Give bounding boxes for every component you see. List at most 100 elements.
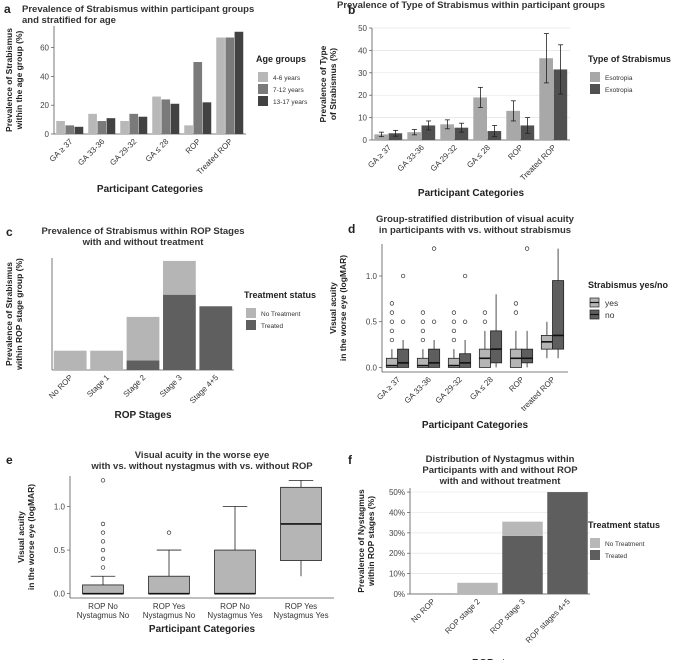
- panel-letter: c: [6, 225, 13, 239]
- bar-segment: [199, 306, 233, 370]
- legend-swatch: [590, 550, 600, 560]
- legend-swatch: [246, 320, 256, 330]
- outlier-point: [100, 539, 106, 544]
- y-tick-label: 0: [45, 130, 50, 139]
- bar-segment: [53, 350, 87, 370]
- x-tick-label: GA 29-32: [434, 375, 465, 406]
- bar-segment: [163, 260, 196, 295]
- x-tick-label: Stage 1: [85, 373, 111, 399]
- outlier-point: [462, 273, 468, 279]
- chart-title: and stratified for age: [22, 15, 116, 26]
- bar: [440, 124, 454, 140]
- outlier-point: [513, 310, 519, 315]
- outlier-point: [100, 565, 106, 570]
- x-tick-label: Stage 3: [158, 373, 184, 399]
- legend-title: Treatment status: [244, 290, 316, 300]
- bar: [473, 97, 487, 140]
- legend-label: Esotropia: [605, 75, 633, 82]
- y-tick-label: 0.5: [366, 318, 378, 327]
- chart-title: with and without treatment: [82, 237, 205, 248]
- bar-segment: [502, 535, 543, 594]
- bar: [225, 37, 235, 134]
- y-axis-label: Prevalence of Type: [318, 45, 328, 122]
- x-tick-label: Stage 4+5: [188, 373, 221, 406]
- outlier-point: [389, 328, 395, 334]
- box: [148, 575, 190, 595]
- outlier-point: [100, 478, 106, 483]
- box: [214, 549, 256, 595]
- box: [397, 348, 410, 368]
- outlier-point: [400, 319, 406, 324]
- x-tick-label: ROP: [507, 375, 526, 394]
- chart-title: Prevalence of Strabismus within particip…: [22, 4, 254, 15]
- y-tick-label: 10: [358, 114, 367, 123]
- legend-swatch: [590, 538, 600, 548]
- box: [82, 584, 124, 595]
- bar-segment: [126, 316, 160, 361]
- chart-title: with vs. without nystagmus with vs. with…: [90, 461, 313, 472]
- outlier-point: [451, 328, 457, 334]
- bar: [120, 121, 129, 134]
- y-tick-label: 40: [358, 46, 367, 55]
- chart-title: with and without treatment: [439, 476, 562, 487]
- y-tick-label: 60: [40, 44, 49, 53]
- y-tick-label: 50%: [389, 488, 405, 497]
- x-tick-label: ROP Yes: [285, 602, 317, 611]
- box: [490, 330, 503, 364]
- outlier-point: [100, 530, 106, 535]
- outlier-point: [100, 521, 106, 527]
- bar: [88, 113, 97, 134]
- bar: [97, 121, 107, 134]
- x-axis-label: Participant Categories: [422, 420, 529, 431]
- x-tick-label: GA ≥ 37: [366, 143, 393, 170]
- bar: [106, 118, 116, 134]
- legend-label: No Treatment: [261, 311, 301, 318]
- panel-c: c Prevalence of Strabismus within ROP Sta…: [4, 225, 316, 421]
- bar: [374, 134, 388, 140]
- bar: [421, 125, 436, 140]
- legend-label: no: [605, 310, 615, 320]
- legend-title: Strabismus yes/no: [588, 280, 669, 290]
- bar: [74, 126, 84, 134]
- box: [459, 353, 472, 368]
- outlier-point: [451, 310, 457, 315]
- legend-label: 7-12 years: [273, 87, 304, 94]
- chart-title: Group-stratified distribution of visual …: [376, 214, 575, 225]
- x-axis-label: ROP stages: [472, 658, 528, 660]
- x-tick-label: ROP No: [88, 602, 118, 611]
- outlier-point: [420, 337, 426, 343]
- legend-label: 13-17 years: [273, 99, 308, 106]
- bar: [202, 102, 212, 134]
- x-tick-label: GA ≤ 28: [465, 143, 492, 170]
- x-tick-label: ROP No: [220, 602, 250, 611]
- y-axis-label: of Strabismus (%): [328, 48, 338, 120]
- x-tick-label: ROP stages 4+5: [524, 597, 572, 645]
- outlier-point: [389, 337, 395, 343]
- outlier-point: [451, 337, 457, 343]
- y-tick-label: 40%: [389, 508, 405, 517]
- outlier-point: [166, 530, 172, 535]
- outlier-point: [389, 301, 395, 306]
- legend-label: Treated: [605, 553, 628, 560]
- bar: [161, 99, 171, 134]
- outlier-point: [451, 319, 457, 324]
- outlier-point: [400, 273, 406, 279]
- bar: [184, 125, 193, 134]
- y-tick-label: 0.0: [54, 590, 66, 599]
- y-tick-label: 0%: [393, 590, 405, 599]
- x-tick-label: Nystagmus Yes: [207, 611, 262, 620]
- x-tick-label: ROP stage 2: [443, 597, 482, 636]
- legend-title: Type of Strabismus: [588, 54, 671, 64]
- y-tick-label: 0: [363, 136, 368, 145]
- bar: [553, 69, 568, 140]
- outlier-point: [389, 319, 395, 324]
- y-axis-label: Visual acuity: [328, 282, 338, 334]
- chart-title: in participants with vs. without strabis…: [379, 225, 571, 236]
- x-tick-label: GA ≤ 28: [468, 375, 495, 402]
- y-tick-label: 1.0: [54, 503, 66, 512]
- bar: [65, 125, 75, 134]
- outlier-point: [513, 301, 519, 306]
- bar: [454, 127, 469, 140]
- outlier-point: [482, 319, 488, 324]
- legend-label: No Treatment: [605, 541, 645, 548]
